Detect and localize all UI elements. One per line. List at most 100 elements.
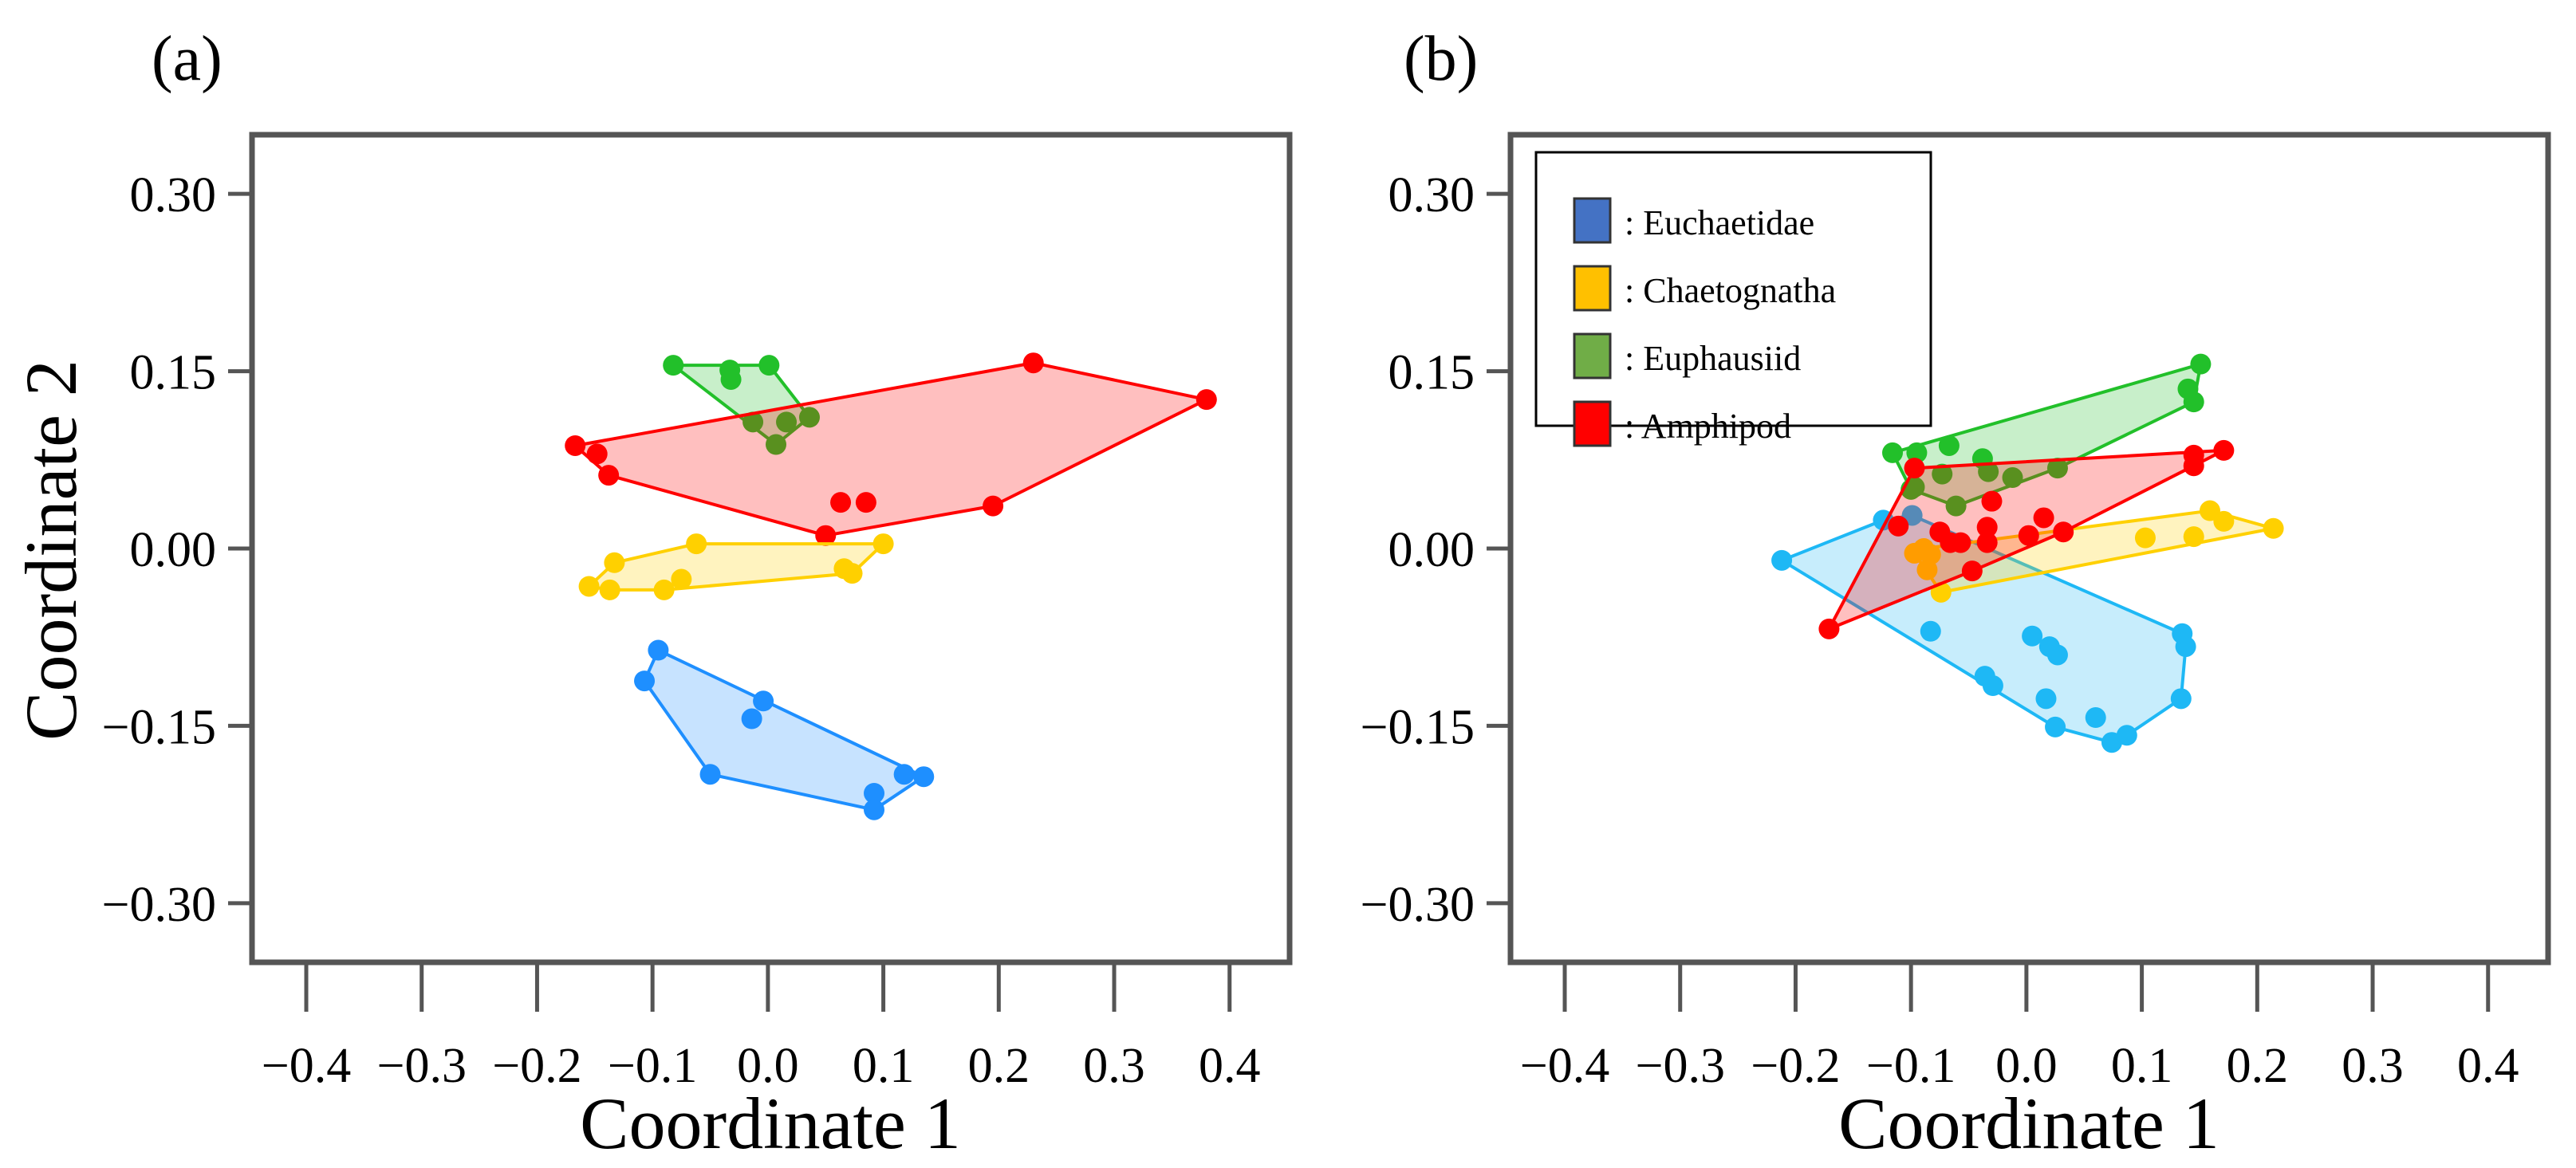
x-axis-label-a: Coordinate 1 (580, 1083, 961, 1164)
data-point-euphausiid (2046, 458, 2068, 479)
y-tick-label: 0.30 (1388, 168, 1475, 222)
data-point-amphipod (598, 465, 620, 486)
data-point-euchaetidae (2116, 725, 2137, 746)
data-point-euchaetidae (2175, 636, 2196, 658)
data-point-amphipod (2213, 439, 2235, 461)
panel-label-a: (a) (152, 24, 223, 94)
data-point-euchaetidae (1771, 549, 1793, 571)
data-point-euphausiid (1904, 476, 1925, 497)
data-point-amphipod (1904, 458, 1925, 479)
data-point-euchaetidae (753, 690, 774, 712)
data-point-chaetognatha (1913, 538, 1935, 559)
legend-label: : Chaetognatha (1625, 271, 1836, 310)
x-tick-label: 0.4 (1199, 1039, 1261, 1093)
data-point-chaetognatha (2134, 527, 2156, 549)
data-point-chaetognatha (2213, 510, 2235, 532)
legend-label: : Euchaetidae (1625, 203, 1814, 242)
data-point-euphausiid (1882, 442, 1904, 463)
data-point-amphipod (1950, 532, 1971, 553)
data-point-euchaetidae (2035, 688, 2057, 710)
x-tick-label: 0.0 (1995, 1039, 2058, 1093)
data-point-euchaetidae (2046, 644, 2068, 666)
y-tick-label: −0.30 (1361, 878, 1475, 932)
x-tick-label: 0.2 (2227, 1039, 2289, 1093)
data-point-euchaetidae (2170, 688, 2192, 710)
data-point-amphipod (1818, 618, 1840, 639)
data-point-euphausiid (798, 407, 820, 428)
x-tick-label: −0.2 (1751, 1039, 1840, 1093)
x-tick-label: 0.3 (1083, 1039, 1145, 1093)
series-euphausiid (1882, 353, 2212, 517)
x-tick-label: 0.4 (2457, 1039, 2519, 1093)
x-tick-label: −0.4 (262, 1039, 351, 1093)
data-point-euphausiid (742, 411, 764, 433)
y-axis-label-a: Coordinate 2 (10, 360, 92, 741)
panel-a: (a) Coordinate 2 Coordinate 1 −0.4 −0.3 −0… (10, 24, 1293, 1164)
data-point-chaetognatha (604, 552, 625, 573)
data-point-amphipod (830, 492, 852, 513)
data-point-euphausiid (1906, 442, 1928, 463)
x-tick-label: −0.2 (492, 1039, 581, 1093)
data-point-amphipod (983, 495, 1004, 517)
data-point-chaetognatha (686, 533, 707, 555)
data-point-euchaetidae (741, 708, 762, 730)
data-point-chaetognatha (671, 568, 692, 590)
data-point-euphausiid (2190, 353, 2212, 375)
x-tick-label: 0.2 (968, 1039, 1030, 1093)
x-tick-label: 0.1 (853, 1039, 915, 1093)
data-point-chaetognatha (2263, 517, 2284, 539)
x-tick-label: 0.1 (2111, 1039, 2173, 1093)
y-tick-label: 0.00 (130, 523, 217, 577)
x-tick-label: −0.3 (1635, 1039, 1724, 1093)
x-tick-label: 0.0 (737, 1039, 799, 1093)
data-point-amphipod (1976, 517, 1998, 538)
series-amphipod (1818, 439, 2235, 639)
y-tick-label: 0.30 (130, 168, 217, 222)
data-point-amphipod (1195, 389, 1217, 411)
data-point-chaetognatha (578, 576, 600, 597)
x-tick-label: −0.4 (1520, 1039, 1609, 1093)
data-point-chaetognatha (599, 579, 620, 600)
data-point-euchaetidae (864, 799, 885, 820)
series-amphipod (565, 352, 1217, 546)
data-point-euchaetidae (1920, 620, 1941, 642)
x-tick-label: −0.3 (376, 1039, 466, 1093)
data-point-euphausiid (2002, 467, 2023, 489)
y-tick-label: 0.15 (130, 346, 217, 400)
series-chaetognatha (578, 533, 894, 600)
series-euphausiid (663, 355, 820, 455)
legend-label: : Euphausiid (1625, 339, 1801, 378)
data-point-chaetognatha (1916, 559, 1938, 580)
data-point-amphipod (2018, 525, 2039, 546)
data-point-amphipod (1961, 560, 1983, 582)
data-point-euchaetidae (913, 766, 935, 788)
data-point-euchaetidae (1982, 675, 2003, 697)
data-point-euchaetidae (2045, 716, 2066, 737)
data-point-chaetognatha (872, 533, 894, 555)
data-point-euphausiid (720, 368, 742, 390)
data-point-euchaetidae (2022, 625, 2043, 647)
x-tick-label: −0.1 (608, 1039, 697, 1093)
data-point-amphipod (1888, 515, 1909, 537)
data-point-chaetognatha (841, 563, 863, 584)
data-point-euchaetidae (648, 639, 669, 661)
data-point-amphipod (2183, 444, 2204, 466)
data-point-euphausiid (766, 434, 787, 455)
x-axis-label-b: Coordinate 1 (1838, 1083, 2220, 1164)
data-point-euphausiid (2183, 391, 2204, 413)
legend-swatch-0 (1573, 197, 1612, 244)
y-tick-label: −0.15 (1361, 700, 1475, 754)
legend-swatch-2 (1573, 332, 1612, 380)
data-point-euphausiid (1978, 461, 1999, 482)
data-point-euphausiid (776, 411, 798, 433)
data-point-euphausiid (1938, 435, 1960, 456)
series-euchaetidae (1771, 505, 2196, 753)
y-tick-label: 0.15 (1388, 346, 1475, 400)
panel-label-b: (b) (1404, 24, 1478, 94)
data-point-euphausiid (1932, 463, 1953, 485)
data-point-amphipod (2033, 507, 2054, 529)
data-point-amphipod (815, 525, 837, 546)
series-euchaetidae (634, 639, 935, 820)
plot-frame-a (249, 132, 1293, 965)
